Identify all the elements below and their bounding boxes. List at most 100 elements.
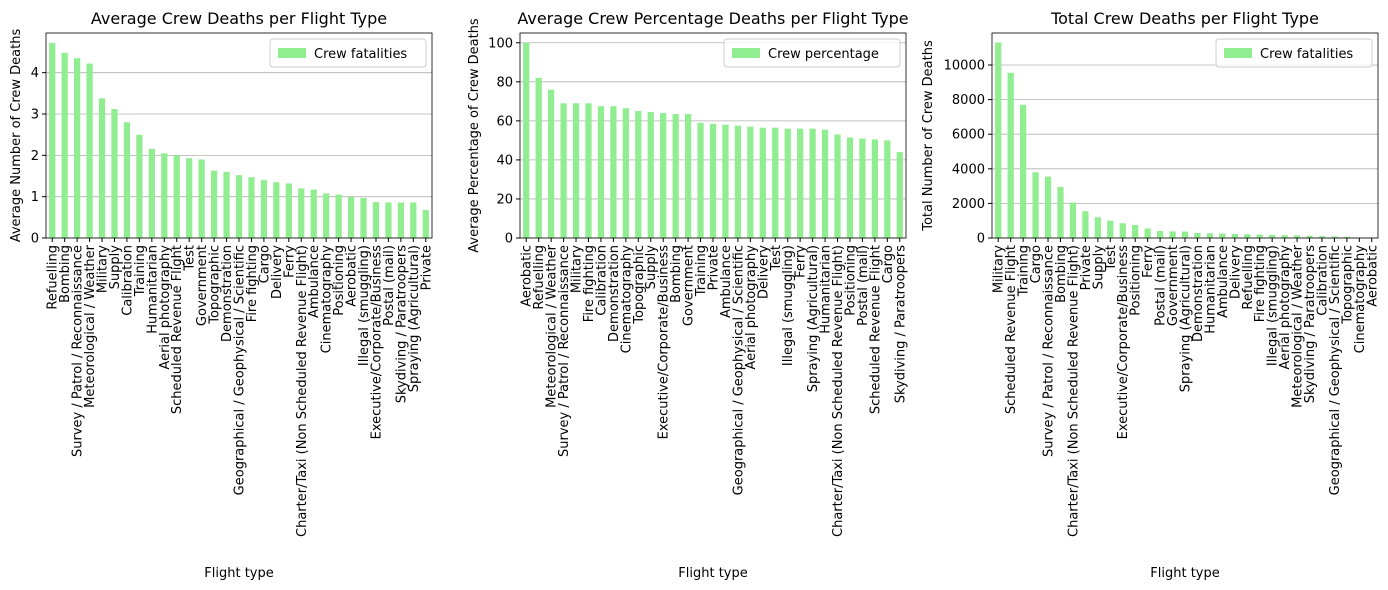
x-tick-label: Military (570, 245, 585, 293)
y-tick-label: 2000 (952, 197, 985, 212)
x-tick-label: Humanitarian (1203, 245, 1218, 334)
x-tick-label: Ferry (1141, 245, 1156, 278)
bar (210, 170, 218, 238)
y-tick-label: 2 (31, 149, 39, 164)
x-tick-label: Demonstration (1191, 245, 1206, 342)
bar (884, 140, 891, 238)
x-tick-label: Cargo (257, 245, 272, 283)
x-tick-label: Government (1166, 245, 1181, 326)
y-tick-label: 0 (505, 232, 513, 247)
x-tick-label: Geographical / Geophysical / Scientific (731, 245, 746, 495)
x-tick-label: Executive/Corporate/Business (369, 245, 384, 440)
bar (260, 180, 268, 238)
x-tick-label: Positioning (843, 245, 858, 316)
x-tick-label: Bombing (58, 245, 73, 303)
x-tick-label: Ambulance (1216, 245, 1231, 318)
x-tick-label: Cinematography (619, 245, 634, 354)
x-tick-label: Refuelling (1241, 245, 1256, 310)
x-tick-label: Supply (1091, 245, 1106, 290)
bar (1281, 235, 1288, 238)
x-tick-label: Government (682, 245, 697, 326)
bar (1082, 211, 1089, 238)
x-tick-label: Charter/Taxi (Non Scheduled Revenue Flig… (295, 245, 310, 537)
bar (759, 127, 766, 238)
bar (784, 128, 791, 238)
legend-label: Crew fatalities (314, 47, 407, 62)
bar (535, 77, 542, 239)
x-tick-label: Scheduled Revenue Flight (1004, 245, 1019, 414)
x-tick-label: Private (1079, 245, 1094, 290)
legend-box (269, 38, 427, 68)
x-tick-label: Delivery (1228, 245, 1243, 299)
x-tick-label: Illegal (smuggling) (781, 245, 796, 366)
x-tick-label: Geographical / Geophysical / Scientific (1328, 245, 1343, 495)
y-tick-label: 40 (496, 153, 513, 168)
x-tick-label: Aerobatic (520, 245, 535, 307)
bar (385, 202, 392, 238)
bar (173, 155, 180, 238)
bar (1318, 236, 1326, 238)
x-tick-label: Private (707, 245, 722, 290)
bar (1020, 104, 1027, 239)
bar (697, 122, 704, 238)
bar (111, 109, 118, 238)
chart-title: Average Crew Deaths per Flight Type (91, 9, 387, 28)
bar (560, 103, 567, 239)
x-tick-label: Illegal (smuggling) (357, 245, 372, 366)
x-tick-label: Spraying (Agricultural) (1179, 245, 1194, 392)
x-tick-label: Survey / Patrol / Reconnaissance (1042, 245, 1057, 457)
bar (1293, 235, 1301, 238)
bar (86, 63, 93, 238)
bar (1269, 234, 1276, 238)
x-tick-label: Training (1017, 245, 1032, 297)
x-tick-label: Refuelling (532, 245, 547, 310)
x-tick-label: Topographic (1340, 245, 1355, 325)
x-tick-label: Skydiving / Paratroopers (394, 245, 409, 404)
x-tick-label: Survey / Patrol / Reconnaissance (71, 245, 86, 457)
bar (772, 127, 779, 238)
x-tick-label: Demonstration (220, 245, 235, 342)
x-axis-label: Flight type (1150, 566, 1219, 581)
x-tick-label: Cinematography (1353, 245, 1368, 354)
bar (98, 98, 106, 238)
bar (809, 128, 816, 238)
x-tick-label: Ambulance (307, 245, 322, 318)
y-tick-label: 1 (31, 190, 39, 205)
bar (635, 111, 642, 238)
x-tick-label: Aerial photography (1278, 245, 1293, 370)
bar (1094, 217, 1101, 238)
legend-swatch (1224, 48, 1252, 58)
bar (136, 134, 143, 238)
x-tick-label: Delivery (270, 245, 285, 299)
legend-swatch (278, 48, 306, 58)
bar (1057, 186, 1064, 238)
bar (1069, 202, 1077, 238)
bar (1331, 236, 1338, 238)
bar (1343, 236, 1350, 238)
x-tick-label: Test (1104, 245, 1119, 272)
x-tick-label: Cinematography (320, 245, 335, 354)
y-tick-label: 4 (31, 66, 39, 81)
y-tick-label: 100 (488, 36, 513, 51)
x-tick-label: Illegal (smuggling) (1266, 245, 1281, 366)
bar (1256, 234, 1263, 238)
bar (734, 125, 742, 238)
y-tick-label: 6000 (952, 128, 985, 143)
x-tick-label: Fire fighting (582, 245, 597, 322)
bar (1194, 232, 1201, 238)
x-tick-label: Cargo (1029, 245, 1044, 283)
x-tick-label: Postal (mail) (382, 245, 397, 326)
y-tick-label: 4000 (952, 162, 985, 177)
x-tick-label: Postal (mail) (1154, 245, 1169, 326)
bar (1206, 233, 1214, 238)
bar (1231, 234, 1238, 238)
bar (273, 182, 280, 238)
bar (896, 152, 903, 238)
x-tick-label: Humanitarian (819, 245, 834, 334)
x-tick-label: Humanitarian (145, 245, 160, 334)
bar (1044, 176, 1052, 238)
bar (585, 103, 592, 239)
y-tick-label: 0 (977, 232, 985, 247)
x-tick-label: Supply (108, 245, 123, 290)
x-tick-label: Cargo (881, 245, 896, 283)
